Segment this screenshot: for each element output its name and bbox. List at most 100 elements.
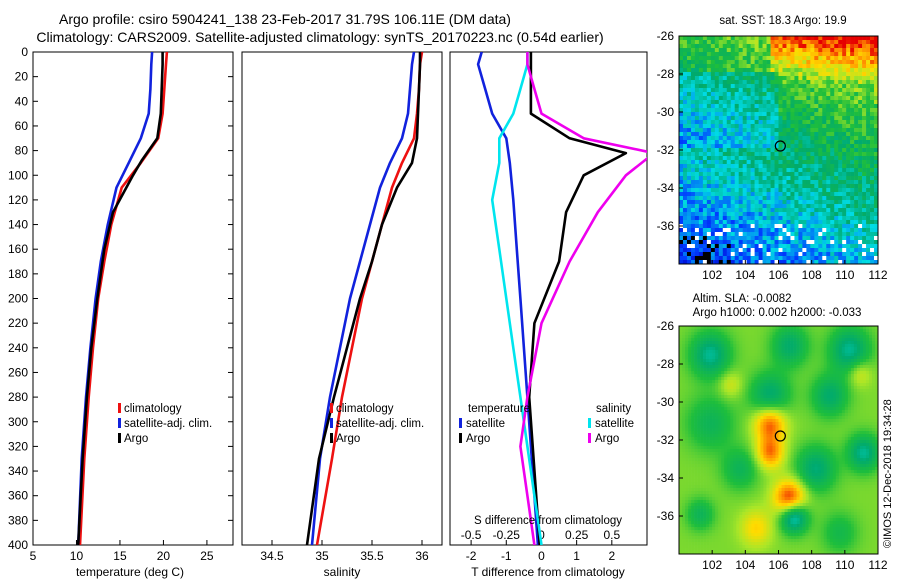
sla-cell	[838, 374, 843, 378]
sla-cell	[748, 398, 752, 402]
sst-cell	[850, 140, 855, 145]
salinity-tick-label: 36	[415, 549, 429, 563]
sst-cell	[702, 216, 708, 221]
sst-cell	[850, 56, 855, 61]
sla-cell	[838, 344, 843, 348]
sla-cell	[772, 359, 776, 363]
sst-cell	[870, 232, 875, 237]
sst-cell	[822, 148, 827, 153]
sst-cell	[814, 80, 819, 85]
sla-cell	[718, 386, 722, 390]
sst-cell	[686, 160, 692, 165]
sla-cell	[844, 371, 849, 375]
sst-cell	[738, 152, 743, 157]
sst-cell	[798, 76, 803, 81]
sla-cell	[718, 332, 722, 336]
sla-cell	[766, 401, 770, 405]
sst-cell	[730, 76, 736, 81]
sst-cell	[798, 236, 803, 241]
sla-cell	[847, 368, 852, 372]
sst-cell	[874, 252, 879, 257]
sst-cell	[866, 232, 871, 237]
sst-cell	[870, 176, 875, 181]
sla-cell	[748, 338, 752, 342]
sst-cell	[862, 164, 867, 169]
sla-cell	[760, 398, 764, 402]
sst-cell	[854, 172, 859, 177]
sla-cell	[808, 392, 812, 396]
sla-cell	[718, 359, 722, 363]
sst-cell	[838, 164, 843, 169]
sst-cell	[778, 96, 783, 101]
sla-cell	[685, 404, 689, 408]
sst-cell	[758, 172, 763, 177]
sst-cell	[870, 132, 875, 137]
sst-cell	[794, 252, 799, 257]
sla-cell	[817, 350, 822, 354]
sst-cell	[794, 232, 799, 237]
sla-cell	[736, 341, 740, 345]
sst-cell	[738, 112, 743, 117]
sla-cell	[793, 332, 797, 336]
sst-cell	[838, 180, 843, 185]
sla-cell	[847, 335, 852, 339]
sla-cell	[799, 404, 803, 408]
sst-cell	[698, 244, 704, 249]
sst-cell	[694, 220, 700, 225]
sst-cell	[738, 72, 743, 77]
sla-cell	[733, 383, 737, 387]
sla-cell	[685, 329, 689, 333]
sla-cell	[697, 407, 701, 411]
sla-cell	[718, 371, 722, 375]
sst-cell	[786, 200, 791, 205]
sst-cell	[834, 172, 839, 177]
sla-cell	[727, 341, 731, 345]
sla-cell	[730, 371, 734, 375]
sla-cell	[754, 356, 758, 360]
sla-cell	[715, 395, 719, 399]
sst-cell	[758, 84, 763, 89]
sla-cell	[715, 377, 719, 381]
sst-cell	[770, 112, 775, 117]
sst-cell	[718, 260, 724, 265]
sst-cell	[782, 204, 787, 209]
sst-cell	[790, 148, 795, 153]
sst-cell	[826, 44, 831, 49]
sla-cell	[853, 371, 858, 375]
sla-cell	[787, 332, 791, 336]
sla-cell	[862, 344, 867, 348]
sst-cell	[710, 48, 716, 53]
sst-cell	[714, 156, 720, 161]
sst-cell	[870, 156, 875, 161]
sla-cell	[727, 407, 731, 411]
sst-cell	[846, 132, 851, 137]
sst-cell	[679, 196, 684, 201]
sla-cell	[862, 347, 867, 351]
sla-cell	[769, 380, 773, 384]
sst-cell	[834, 144, 839, 149]
sst-cell	[690, 36, 696, 41]
sla-cell	[790, 341, 794, 345]
sst-cell	[802, 36, 807, 41]
sla-cell	[790, 356, 794, 360]
sst-cell	[866, 180, 871, 185]
sst-cell	[698, 164, 704, 169]
sla-cell	[730, 338, 734, 342]
sst-cell	[834, 100, 839, 105]
sla-cell	[775, 350, 779, 354]
sla-cell	[757, 338, 761, 342]
sst-cell	[862, 152, 867, 157]
sst-cell	[718, 184, 724, 189]
sla-cell	[715, 380, 719, 384]
sla-cell	[724, 359, 728, 363]
sla-cell	[709, 359, 713, 363]
sst-cell	[806, 168, 811, 173]
sla-cell	[859, 395, 864, 399]
sst-cell	[810, 196, 815, 201]
sla-cell	[829, 365, 834, 369]
sst-cell	[714, 40, 720, 45]
sst-cell	[830, 244, 835, 249]
sst-cell	[714, 96, 720, 101]
sla-cell	[694, 389, 698, 393]
sst-cell	[718, 212, 724, 217]
